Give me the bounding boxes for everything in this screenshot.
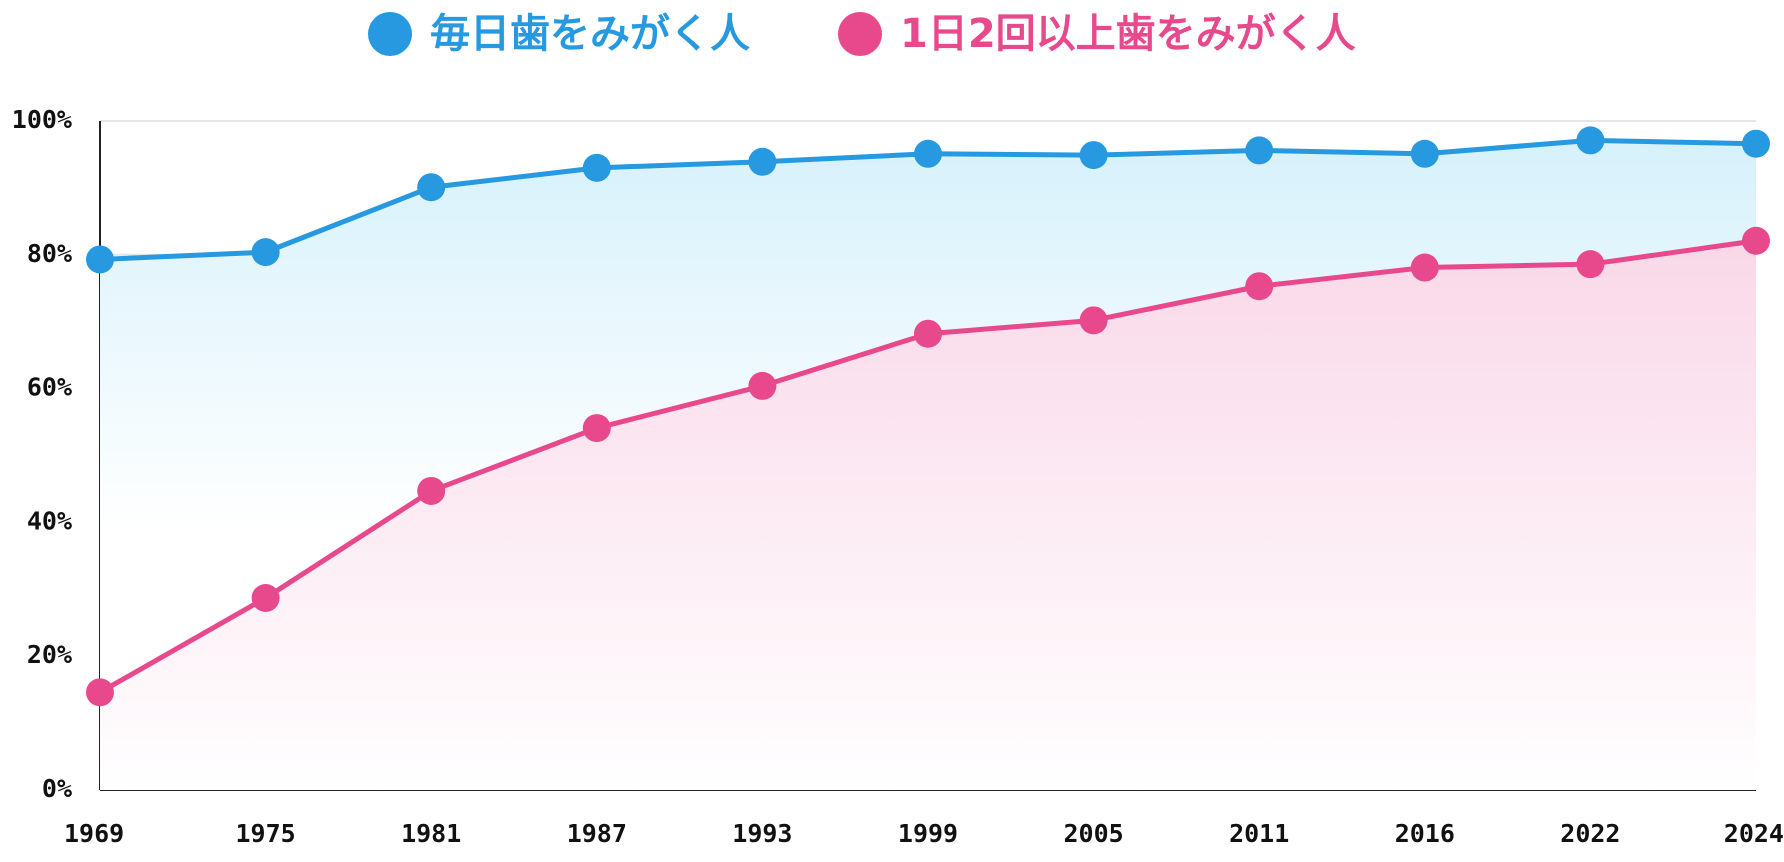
data-point (1079, 141, 1108, 170)
y-tick-label: 40% (27, 506, 72, 535)
data-point (914, 319, 942, 348)
x-tick-label: 2022 (1560, 819, 1620, 848)
data-point (914, 139, 942, 168)
x-tick-label: 1975 (235, 819, 295, 848)
x-tick-label: 1993 (732, 819, 792, 848)
x-tick-label: 2011 (1229, 819, 1289, 848)
data-point (1742, 129, 1770, 158)
data-point (1079, 306, 1108, 335)
y-tick-label: 0% (42, 774, 72, 803)
x-tick-label: 2024 (1724, 819, 1784, 848)
y-tick-label: 60% (27, 373, 72, 402)
data-point (748, 371, 777, 400)
data-point (1410, 253, 1439, 282)
x-tick-label: 2016 (1395, 819, 1455, 848)
data-point (1410, 139, 1439, 168)
data-point (1245, 136, 1274, 165)
legend-label: 毎日歯をみがく人 (430, 11, 750, 57)
y-tick-label: 80% (27, 239, 72, 268)
x-tick-label: 1969 (64, 819, 124, 848)
data-point (1576, 126, 1605, 155)
x-tick-label: 1999 (898, 819, 958, 848)
data-point (1245, 272, 1274, 301)
data-point (86, 678, 114, 707)
area-fill (100, 240, 1756, 791)
legend-label: 1日2回以上歯をみがく人 (900, 11, 1356, 57)
x-tick-label: 1987 (567, 819, 627, 848)
data-point (417, 173, 446, 202)
data-point (86, 245, 114, 274)
data-point (1742, 226, 1770, 255)
legend-marker (838, 12, 882, 56)
y-tick-label: 20% (27, 640, 72, 669)
data-point (748, 147, 777, 176)
x-tick-label: 1981 (401, 819, 461, 848)
data-point (1576, 250, 1605, 279)
x-tick-label: 2005 (1063, 819, 1123, 848)
data-point (582, 414, 611, 443)
data-point (251, 238, 280, 267)
data-point (582, 153, 611, 182)
legend-marker (368, 12, 412, 56)
data-point (251, 583, 280, 612)
data-point (417, 476, 446, 505)
y-tick-label: 100% (12, 105, 72, 134)
